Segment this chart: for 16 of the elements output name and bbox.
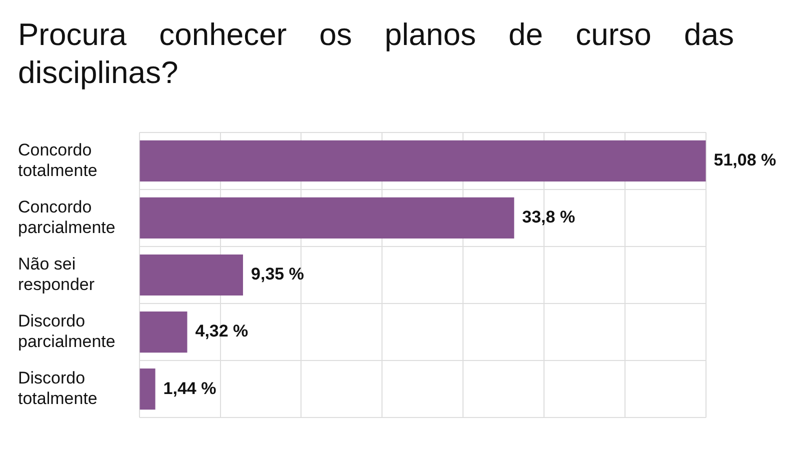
y-tick-label: Concordo parcialmente — [18, 197, 116, 237]
y-tick-label: Discordo totalmente — [18, 368, 98, 408]
bar — [140, 140, 706, 182]
bar — [140, 312, 188, 353]
y-tick-label: Discordo parcialmente — [18, 312, 116, 351]
data-label: 9,35 % — [251, 264, 304, 284]
bar — [140, 197, 514, 238]
y-tick-label: Concordo totalmente — [18, 140, 98, 180]
bar — [140, 368, 156, 410]
data-label: 1,44 % — [163, 378, 216, 398]
y-tick-label: Não sei responder — [18, 254, 95, 294]
chart-title: Procura conhecer os planos de curso das disciplinas? — [18, 16, 734, 92]
data-label: 33,8 % — [522, 208, 576, 227]
bar — [140, 254, 244, 296]
data-label: 51,08 % — [714, 150, 776, 170]
data-label: 4,32 % — [195, 322, 248, 341]
